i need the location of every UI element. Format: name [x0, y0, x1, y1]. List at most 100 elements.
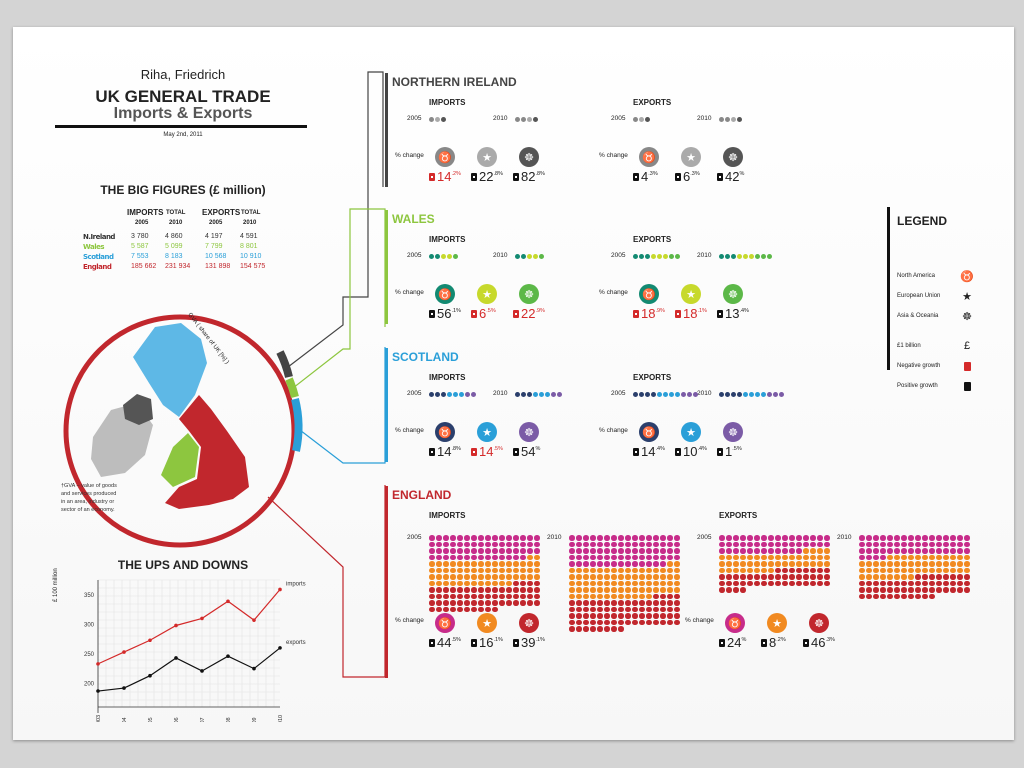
pound-coin — [859, 554, 865, 560]
pound-coin — [506, 535, 512, 541]
pound-coin — [726, 587, 732, 593]
pound-coin — [943, 535, 949, 541]
pound-coin — [964, 580, 970, 586]
pound-coin — [660, 574, 666, 580]
pound-coin — [824, 554, 830, 560]
pound-coin — [880, 561, 886, 567]
pound-coin — [653, 561, 659, 567]
pound-coin — [674, 541, 680, 547]
pound-coin — [471, 548, 477, 554]
pound-coin — [450, 554, 456, 560]
pound-coin — [755, 392, 760, 397]
pound-coin — [441, 254, 446, 259]
pound-coin — [478, 567, 484, 573]
section-header: EXPORTS — [633, 373, 672, 382]
pound-coin — [576, 541, 582, 547]
pound-coin — [719, 574, 725, 580]
pound-coin — [569, 535, 575, 541]
pound-coin — [740, 554, 746, 560]
pound-coin — [527, 535, 533, 541]
pound-coin — [611, 535, 617, 541]
pound-coin — [908, 548, 914, 554]
year-label: 2010 — [697, 252, 712, 259]
pound-coin — [894, 587, 900, 593]
pound-coin — [513, 574, 519, 580]
change-value: 18.9% — [633, 306, 665, 321]
pound-coin — [653, 613, 659, 619]
pound-coin — [625, 548, 631, 554]
pound-coin — [492, 567, 498, 573]
data-point-exports — [148, 673, 152, 678]
pound-coin — [660, 593, 666, 599]
region-scotland: SCOTLAND IMPORTS 2005 2010% change ♉ 14.8% ★ 14… — [385, 348, 1005, 478]
pound-coin — [936, 554, 942, 560]
coin-row — [633, 254, 680, 259]
table-cell: 10 568 — [205, 253, 227, 260]
pound-coin — [747, 561, 753, 567]
pound-coin — [520, 561, 526, 567]
region-wales: WALES IMPORTS 2005 2010% change ♉ 56.1% ★ 6.5% ☸… — [385, 210, 1005, 340]
x-tick-label: '04 — [122, 717, 128, 722]
pound-coin — [590, 541, 596, 547]
pound-coin — [936, 587, 942, 593]
pound-coin — [639, 619, 645, 625]
pound-coin — [743, 254, 748, 259]
pound-coin — [457, 561, 463, 567]
pound-coin — [471, 561, 477, 567]
pound-coin — [761, 574, 767, 580]
pound-coin — [534, 567, 540, 573]
pound-coin — [915, 587, 921, 593]
pound-coin — [499, 580, 505, 586]
pound-coin — [597, 613, 603, 619]
pound-coin — [583, 554, 589, 560]
pound-coin — [667, 613, 673, 619]
pound-coin — [674, 613, 680, 619]
big-figures-title: THE BIG FIGURES (£ million) — [100, 183, 266, 197]
pound-coin — [894, 548, 900, 554]
change-minor: .9% — [535, 308, 545, 314]
coin-row — [633, 392, 698, 397]
pound-coin — [450, 606, 456, 612]
pound-coin — [726, 548, 732, 554]
pound-coin — [639, 254, 644, 259]
change-value: 6.3% — [675, 169, 700, 184]
pound-coin — [674, 567, 680, 573]
legend-item-label: European Union — [897, 293, 941, 299]
pound-coin — [447, 254, 452, 259]
star-icon: ★ — [477, 422, 497, 442]
pound-coin — [873, 567, 879, 573]
pound-coin — [534, 600, 540, 606]
pound-coin — [471, 593, 477, 599]
pound-coin — [859, 561, 865, 567]
pound-coin — [583, 613, 589, 619]
negative-tag-icon — [429, 173, 435, 181]
pound-coin — [485, 535, 491, 541]
pound-coin — [632, 613, 638, 619]
pound-coin — [436, 600, 442, 606]
map-scotland — [133, 323, 207, 417]
pound-coin — [576, 606, 582, 612]
pound-coin — [740, 574, 746, 580]
pound-coin — [803, 541, 809, 547]
negative-tag-icon — [963, 361, 971, 371]
gva-segment-ni — [276, 350, 293, 378]
pound-coin — [749, 392, 754, 397]
pound-coin — [604, 626, 610, 632]
pound-coin — [545, 392, 550, 397]
star-icon: ★ — [477, 284, 497, 304]
pound-coin — [576, 593, 582, 599]
pound-coin — [768, 561, 774, 567]
pound-coin — [611, 626, 617, 632]
pound-coin — [457, 554, 463, 560]
pound-coin — [726, 554, 732, 560]
pound-coin — [789, 567, 795, 573]
positive-tag-icon — [761, 639, 767, 647]
pound-coin — [611, 600, 617, 606]
pound-coin — [957, 580, 963, 586]
pound-coin — [915, 567, 921, 573]
y-tick-label: 300 — [84, 622, 95, 628]
change-minor: .2% — [451, 171, 461, 177]
pound-coin — [534, 574, 540, 580]
pound-coin — [590, 626, 596, 632]
year-label: 2010 — [493, 115, 508, 122]
